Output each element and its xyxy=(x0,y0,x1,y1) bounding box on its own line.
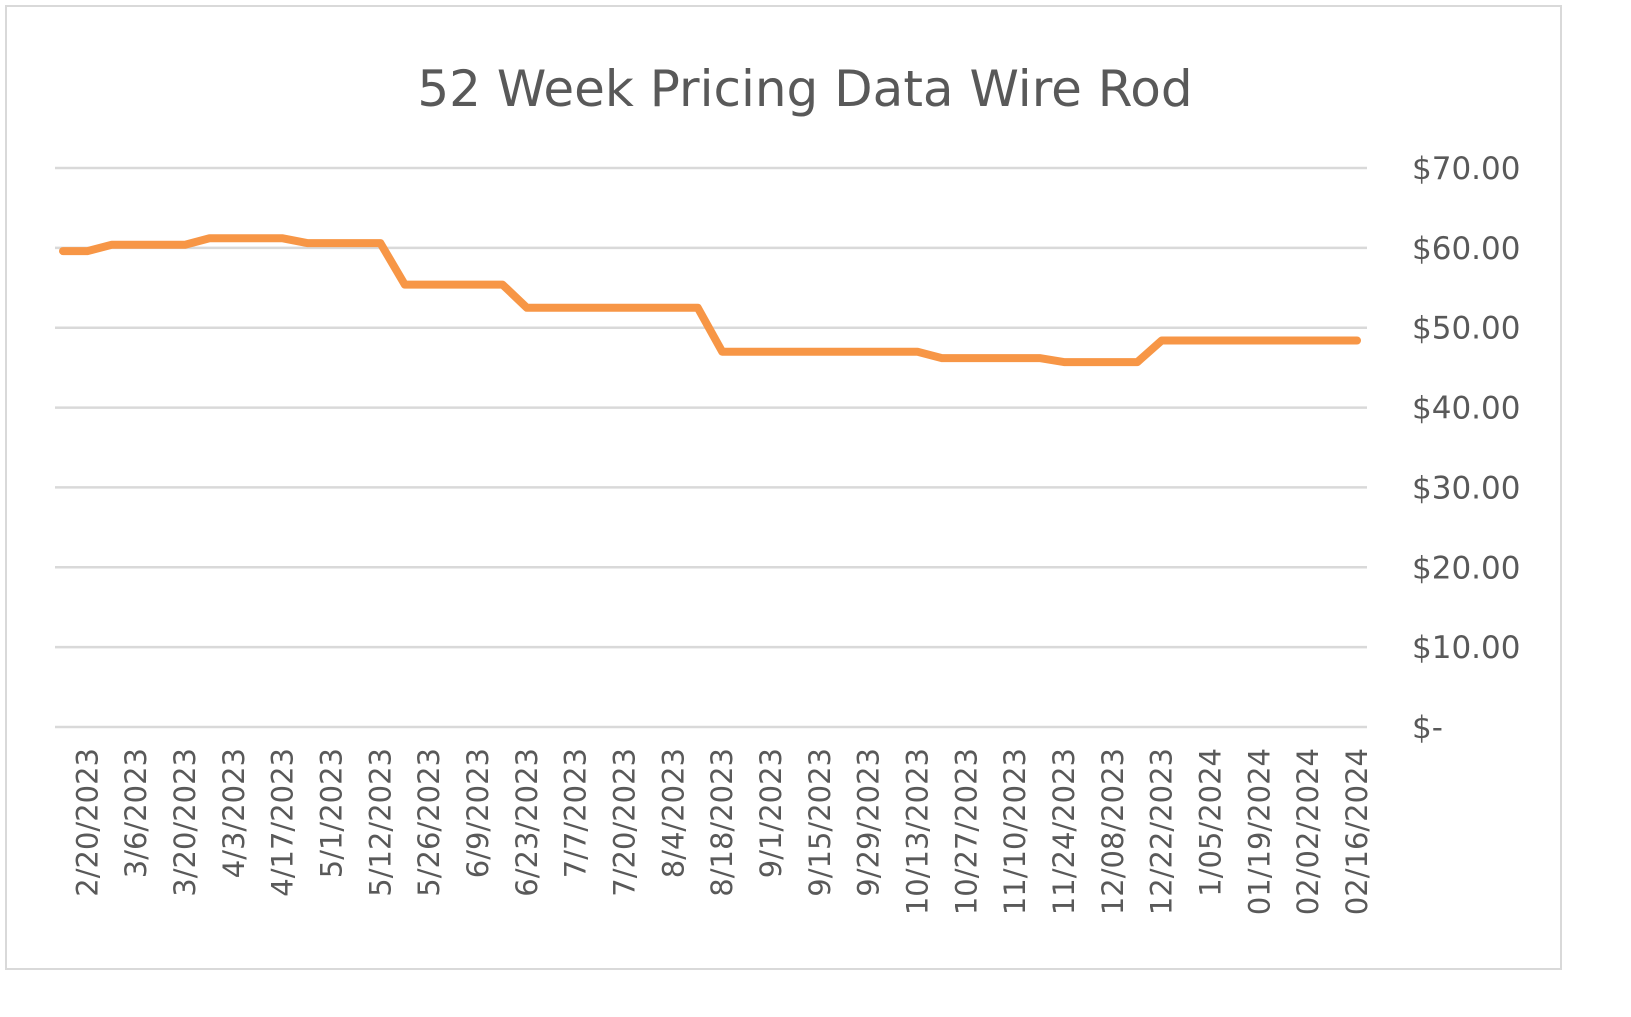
x-tick-label: 01/19/2024 xyxy=(1242,748,1276,915)
y-tick-label: $30.00 xyxy=(1412,470,1520,506)
x-tick-label: 02/16/2024 xyxy=(1340,748,1374,915)
y-tick-label: $70.00 xyxy=(1412,151,1520,187)
x-tick-label: 12/22/2023 xyxy=(1145,748,1179,915)
x-tick-label: 7/20/2023 xyxy=(608,748,642,897)
x-tick-label: 5/1/2023 xyxy=(315,748,349,878)
x-axis-ticks: 2/20/2023 3/6/2023 3/20/2023 4/3/2023 4/17/2… xyxy=(70,748,1374,915)
x-tick-label: 7/7/2023 xyxy=(559,748,593,878)
y-tick-label: $20.00 xyxy=(1412,550,1520,586)
y-tick-label: $- xyxy=(1412,710,1443,746)
gridlines xyxy=(55,166,1367,729)
chart-title: 52 Week Pricing Data Wire Rod xyxy=(417,60,1192,118)
y-tick-label: $40.00 xyxy=(1412,391,1520,427)
series-line xyxy=(59,234,1361,367)
x-tick-label: 3/20/2023 xyxy=(168,748,202,897)
series xyxy=(59,234,1361,367)
x-tick-label: 11/10/2023 xyxy=(998,748,1032,915)
x-tick-label: 3/6/2023 xyxy=(119,748,153,878)
x-tick-label: 4/3/2023 xyxy=(217,748,251,878)
x-tick-label: 2/20/2023 xyxy=(70,748,104,897)
x-tick-label: 9/15/2023 xyxy=(803,748,837,897)
x-tick-label: 9/29/2023 xyxy=(852,748,886,897)
y-tick-label: $10.00 xyxy=(1412,630,1520,666)
x-tick-label: 9/1/2023 xyxy=(754,748,788,878)
x-tick-label: 6/23/2023 xyxy=(510,748,544,897)
y-tick-label: $60.00 xyxy=(1412,231,1520,267)
x-tick-label: 8/18/2023 xyxy=(705,748,739,897)
x-tick-label: 5/12/2023 xyxy=(363,748,397,897)
x-tick-label: 10/13/2023 xyxy=(901,748,935,915)
x-tick-label: 8/4/2023 xyxy=(656,748,690,878)
x-tick-label: 11/24/2023 xyxy=(1047,748,1081,915)
x-tick-label: 6/9/2023 xyxy=(461,748,495,878)
y-tick-label: $50.00 xyxy=(1412,311,1520,347)
x-tick-label: 4/17/2023 xyxy=(266,748,300,897)
x-tick-label: 02/02/2024 xyxy=(1291,748,1325,915)
x-tick-label: 5/26/2023 xyxy=(412,748,446,897)
x-tick-label: 12/08/2023 xyxy=(1096,748,1130,915)
y-axis-ticks: $70.00 $60.00 $50.00 $40.00 $30.00 $20.00 $10.… xyxy=(1412,151,1520,746)
x-tick-label: 10/27/2023 xyxy=(949,748,983,915)
x-tick-label: 1/05/2024 xyxy=(1194,748,1228,897)
